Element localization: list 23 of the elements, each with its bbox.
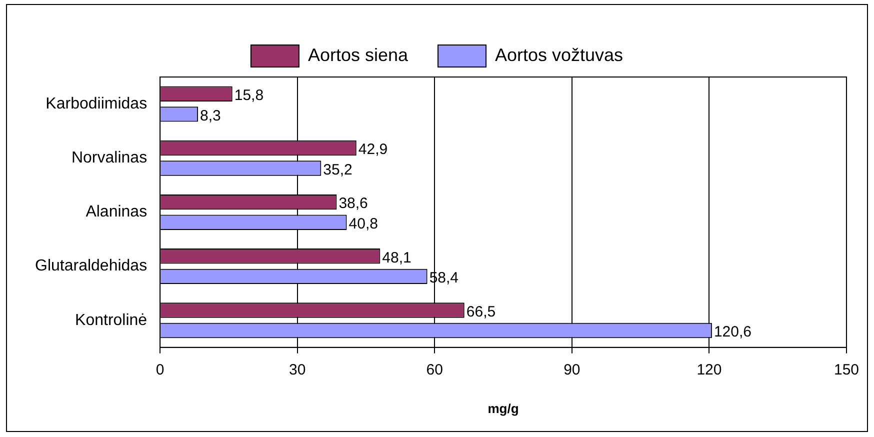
- x-tick-label: 120: [696, 362, 722, 379]
- legend-label: Aortos siena: [308, 44, 409, 65]
- x-tick-label: 30: [289, 362, 306, 379]
- x-tick-label: 150: [834, 362, 859, 379]
- data-label: 120,6: [714, 324, 752, 341]
- data-label: 40,8: [348, 215, 378, 232]
- legend-label: Aortos vožtuvas: [495, 44, 624, 65]
- data-label: 48,1: [382, 249, 412, 266]
- data-label: 8,3: [200, 107, 221, 124]
- data-label: 15,8: [234, 87, 264, 104]
- data-label: 66,5: [466, 303, 496, 320]
- x-tick-label: 60: [426, 362, 443, 379]
- data-label: 35,2: [323, 161, 352, 178]
- data-label: 42,9: [358, 141, 388, 158]
- y-tick-label: Kontrolinė: [75, 312, 148, 329]
- y-tick-label: Karbodiimidas: [46, 95, 148, 112]
- y-tick-label: Alaninas: [86, 204, 148, 221]
- x-axis-title: mg/g: [488, 400, 519, 416]
- y-tick-label: Norvalinas: [71, 150, 148, 167]
- x-tick-label: 0: [156, 362, 164, 379]
- data-label: 38,6: [338, 195, 368, 212]
- x-tick-label: 90: [564, 362, 580, 379]
- y-tick-label: Glutaraldehidas: [34, 258, 148, 275]
